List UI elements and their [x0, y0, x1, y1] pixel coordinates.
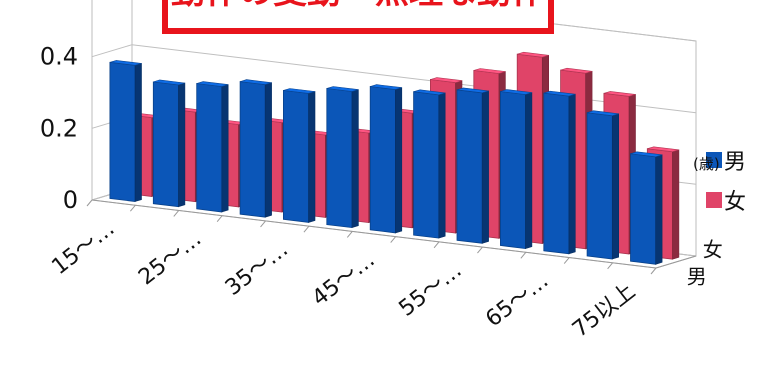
bar-top-face [283, 88, 316, 94]
bar [196, 81, 229, 213]
x-tick-label: 45～… [308, 247, 380, 311]
bar-side-face [264, 82, 272, 218]
bar-front-face [369, 86, 396, 234]
bar-top-face [430, 77, 463, 83]
bar-front-face [239, 81, 266, 218]
bar-front-face [326, 87, 353, 229]
x-tick-mark [173, 210, 180, 217]
bar-front-face [109, 61, 136, 202]
bar-top-face [196, 81, 229, 87]
depth-axis-label: 男 [687, 264, 707, 288]
bar-front-face [456, 89, 483, 244]
bar [413, 89, 446, 239]
legend-swatch-female [706, 192, 722, 208]
x-tick-mark [260, 220, 266, 228]
bar-side-face [395, 87, 403, 234]
chart-title-box: 勤作の変動 点理な動作 [162, 0, 554, 34]
bar [152, 79, 186, 208]
bar-top-face [517, 51, 549, 58]
bar-front-face [543, 92, 570, 255]
bar-side-face [134, 62, 142, 202]
bar-side-face [611, 113, 620, 260]
bar-side-face [481, 90, 489, 244]
bar [109, 60, 142, 202]
bar-front-face [630, 153, 657, 265]
bar-side-face [221, 84, 229, 213]
y-tick-label: 0 [63, 186, 78, 214]
bar-top-face [153, 79, 185, 86]
bar-side-face [308, 91, 316, 223]
bar-top-face [630, 151, 663, 158]
bar-top-face [587, 110, 619, 117]
depth-axis: 女男 [655, 238, 723, 288]
x-axis-line [91, 199, 657, 269]
bar-top-face [240, 79, 272, 85]
x-tick-label: 55～… [395, 258, 467, 322]
x-tick-mark [303, 225, 310, 233]
x-tick-mark [520, 251, 527, 259]
bar-top-face [603, 91, 636, 97]
legend-swatch-male [706, 152, 722, 168]
bar-top-face [413, 89, 446, 96]
legend-label-male: 男 [724, 150, 747, 175]
x-tick-mark [86, 199, 93, 207]
bar-side-face [178, 82, 186, 208]
bar-top-face [326, 86, 359, 92]
bar-side-face [525, 92, 533, 250]
bar [630, 151, 663, 265]
unit-label: (歳) [693, 155, 720, 173]
bar [543, 90, 576, 255]
chart-title: 勤作の変動 点理な動作 [168, 0, 548, 13]
y-axis-ticks: 00.20.40.6 [40, 43, 78, 214]
x-tick-label: 35～… [221, 237, 293, 301]
bar [456, 87, 489, 244]
x-tick-mark [433, 241, 440, 249]
x-tick-mark [650, 267, 657, 275]
bar-side-face [672, 149, 680, 260]
bar-front-face [282, 89, 310, 223]
bar [239, 79, 272, 218]
bar-front-face [152, 81, 179, 208]
bar-front-face [586, 112, 613, 260]
bar-side-face [351, 89, 359, 229]
x-tick-mark [216, 215, 223, 223]
bar-top-face [560, 67, 593, 74]
x-tick-mark [607, 262, 613, 270]
bar-top-face [473, 68, 506, 74]
x-tick-mark [390, 236, 397, 243]
bar-top-face [109, 60, 142, 66]
bar-front-face [413, 91, 440, 239]
bar-front-face [499, 91, 526, 250]
bar-top-face [500, 89, 532, 95]
bar-side-face [438, 92, 446, 239]
bar [586, 110, 620, 260]
depth-axis-line [655, 255, 697, 269]
x-tick-mark [563, 257, 570, 264]
bar [326, 86, 359, 229]
x-tick-label: 25～… [134, 226, 206, 290]
legend-label-female: 女 [724, 190, 747, 215]
y-tick-label: 0.4 [40, 43, 78, 71]
bar [499, 89, 533, 250]
bar-top-face [543, 90, 576, 97]
bar-top-face [456, 87, 489, 94]
x-tick-label: 75以上 [568, 279, 640, 343]
bar-side-face [655, 154, 663, 265]
bar [369, 84, 403, 234]
bar-top-face [370, 84, 402, 90]
bar-top-face [647, 146, 679, 153]
x-tick-mark [346, 231, 353, 238]
bar-side-face [568, 93, 576, 255]
x-tick-label: 15～… [47, 216, 119, 280]
bar [282, 88, 316, 223]
bars [109, 51, 680, 265]
y-tick-label: 0.2 [40, 114, 78, 142]
x-tick-mark [477, 246, 483, 254]
depth-axis-label: 女 [703, 238, 723, 262]
x-tick-label: 65～… [481, 268, 553, 332]
bar-front-face [196, 83, 223, 213]
x-tick-mark [130, 204, 136, 212]
